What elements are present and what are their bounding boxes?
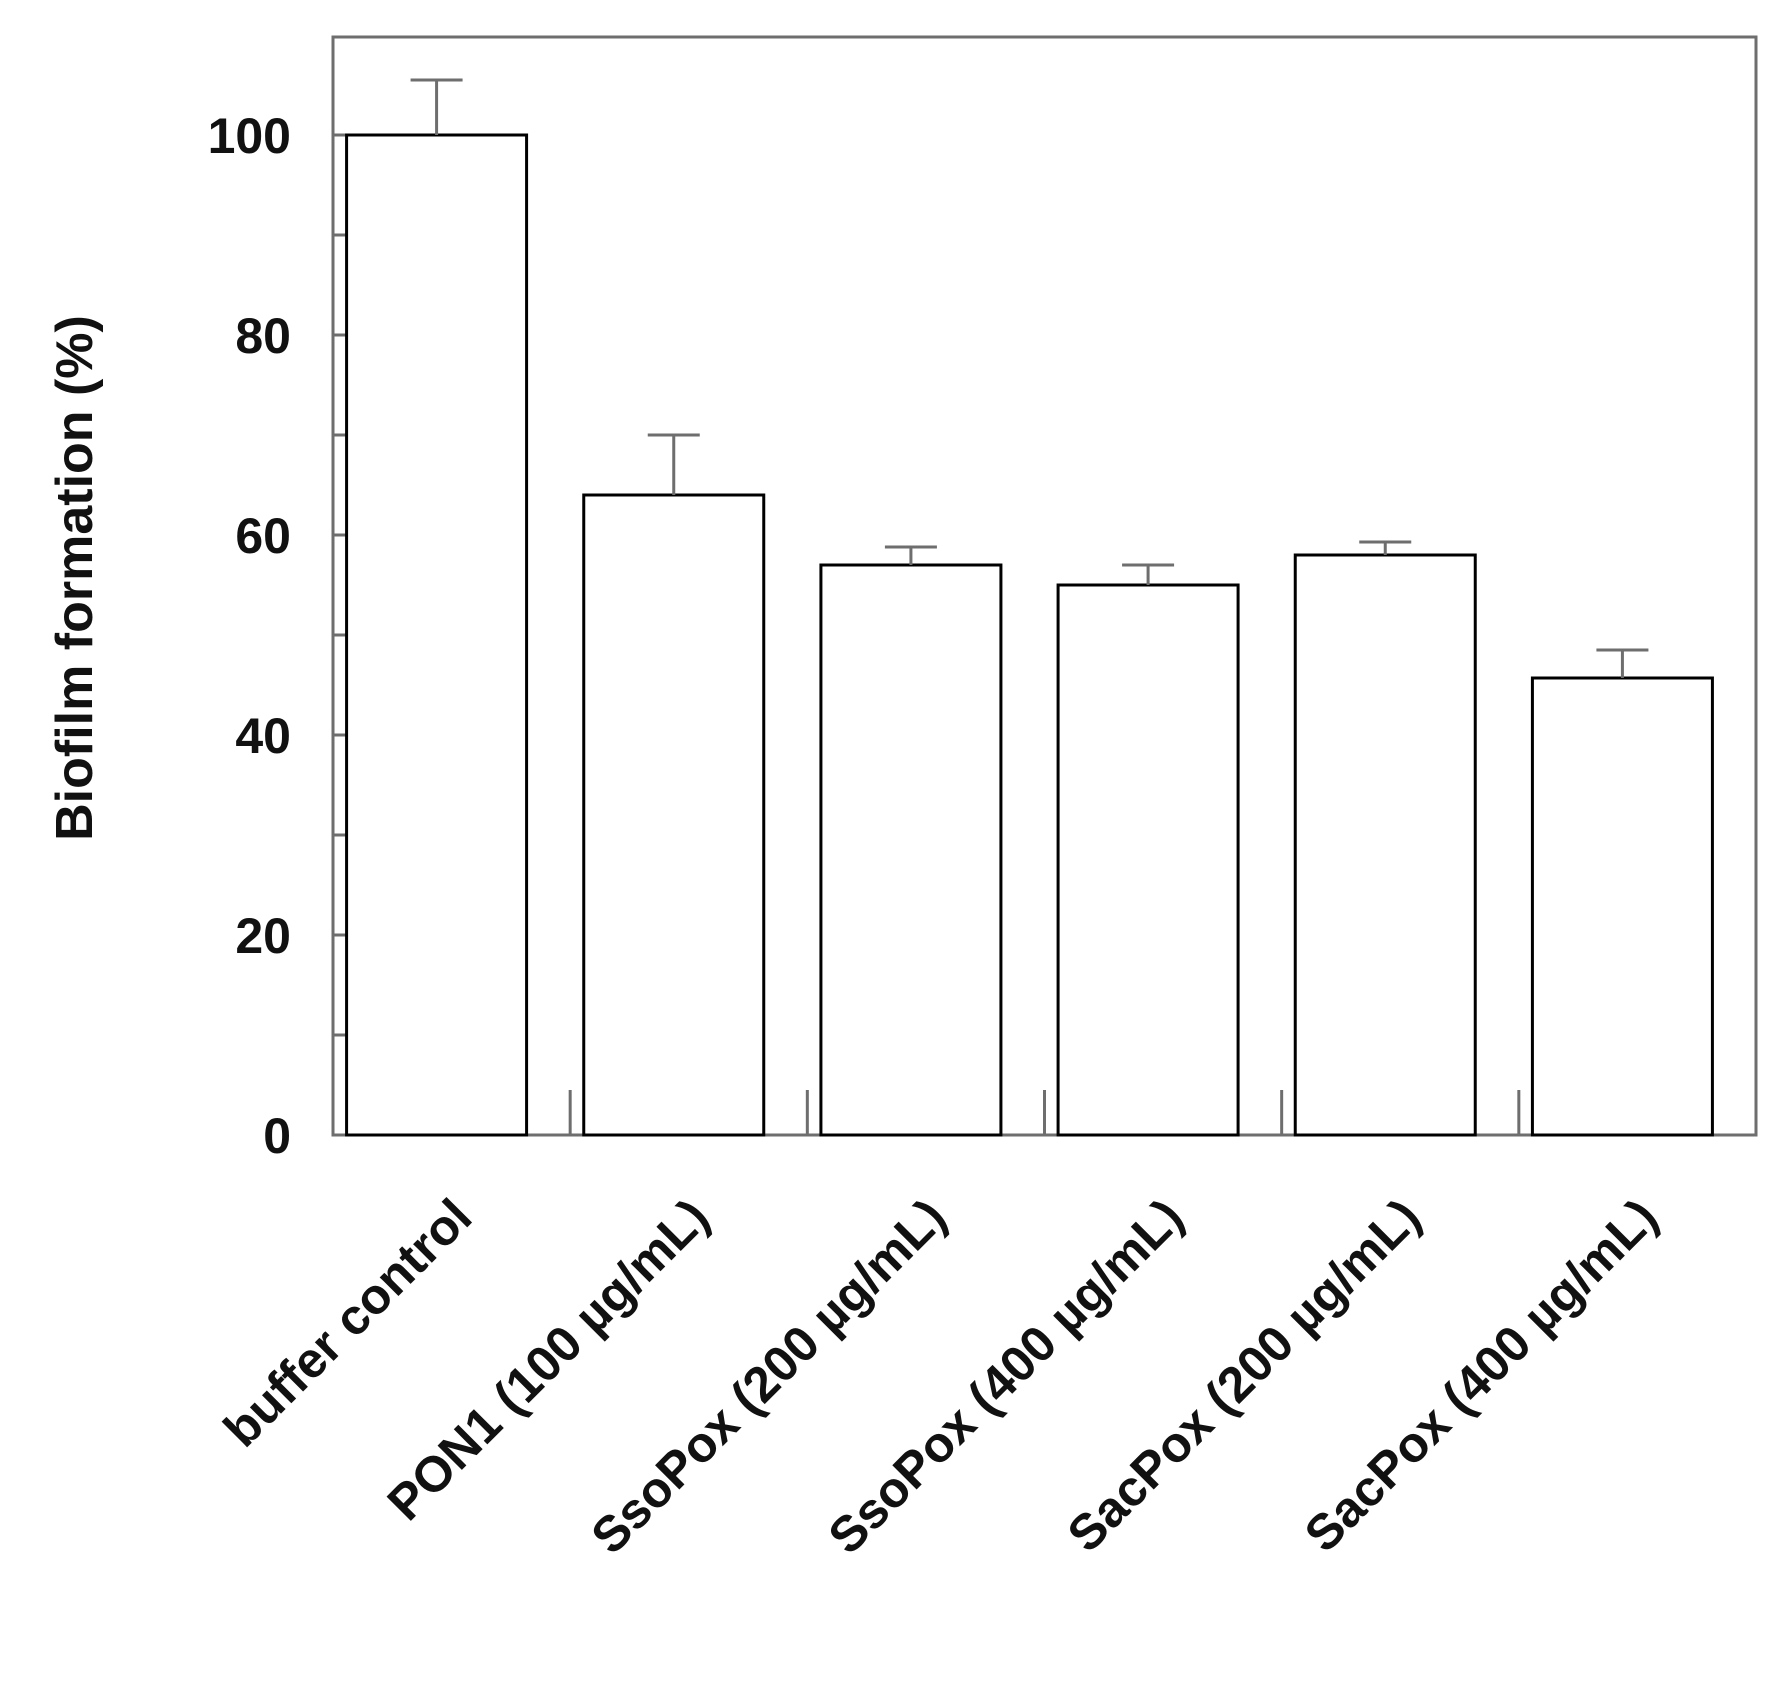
- error-bar: [647, 433, 700, 495]
- bar: [582, 493, 766, 1137]
- error-bar: [1596, 648, 1649, 678]
- bar: [1056, 583, 1240, 1137]
- x-axis-ticks: [568, 1090, 1521, 1135]
- y-tick-label: 0: [263, 1108, 291, 1164]
- bar: [819, 563, 1003, 1137]
- category-label: buffer control: [213, 1188, 482, 1457]
- error-bars: [410, 78, 1649, 678]
- error-bar: [1122, 563, 1175, 585]
- bar: [345, 133, 529, 1137]
- error-bar: [884, 545, 937, 565]
- bar: [1293, 553, 1477, 1137]
- error-bar: [1359, 540, 1412, 555]
- y-tick-label: 60: [235, 508, 291, 564]
- bar: [1530, 676, 1714, 1137]
- y-tick-label: 100: [208, 108, 291, 164]
- error-bar: [410, 78, 463, 135]
- y-tick-label: 40: [235, 708, 291, 764]
- y-tick-label: 20: [235, 908, 291, 964]
- y-axis-title: Biofilm formation (%): [46, 315, 104, 841]
- bars: [345, 133, 1714, 1137]
- y-tick-label: 80: [235, 308, 291, 364]
